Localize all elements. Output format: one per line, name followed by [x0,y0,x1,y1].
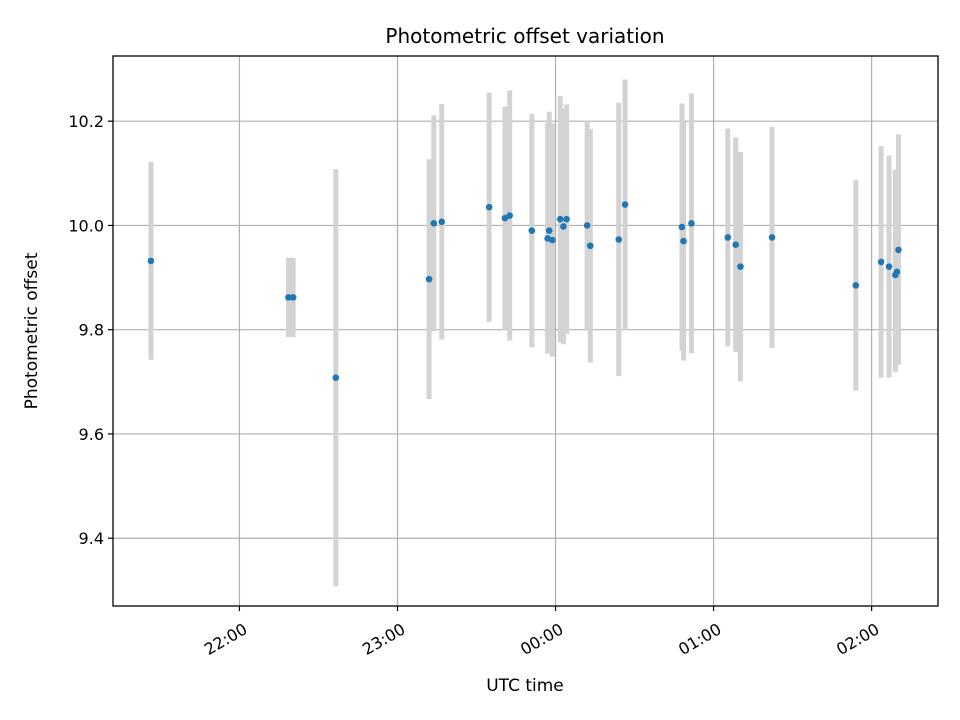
y-tick-label: 9.8 [79,321,104,340]
chart-title: Photometric offset variation [385,24,664,48]
x-axis-title: UTC time [486,676,564,696]
data-point [688,220,695,227]
data-point [485,203,493,211]
data-point [877,258,885,266]
data-point [732,241,740,249]
data-point [332,374,340,381]
data-point [430,220,438,227]
data-point [528,227,536,234]
data-point [289,294,297,301]
data-point [438,218,446,226]
data-point [852,282,860,289]
data-point [615,236,623,243]
data-point [147,257,155,265]
y-tick-label: 10.2 [68,112,104,131]
y-tick-label: 9.6 [79,425,104,444]
data-point [556,215,564,223]
data-point [724,234,732,241]
data-point [678,223,686,231]
data-point [680,237,687,245]
grid [113,56,938,606]
data-point [506,212,513,219]
data-point [549,236,556,244]
data-point [893,268,901,276]
data-point [885,263,893,270]
data-point [425,275,433,283]
data-point [545,227,553,234]
data-point [563,215,570,223]
data-point [583,222,591,229]
plot-frame [112,55,939,607]
data-point [895,246,902,254]
data-point [621,201,629,208]
data-points [147,201,902,381]
y-axis-title: Photometric offset [22,252,42,409]
y-tick-label: 9.4 [79,529,104,548]
data-point [768,234,776,241]
data-point [560,223,567,230]
data-point [285,294,292,301]
y-tick-label: 10.0 [68,216,104,235]
data-point [737,263,744,270]
data-point [586,242,594,250]
